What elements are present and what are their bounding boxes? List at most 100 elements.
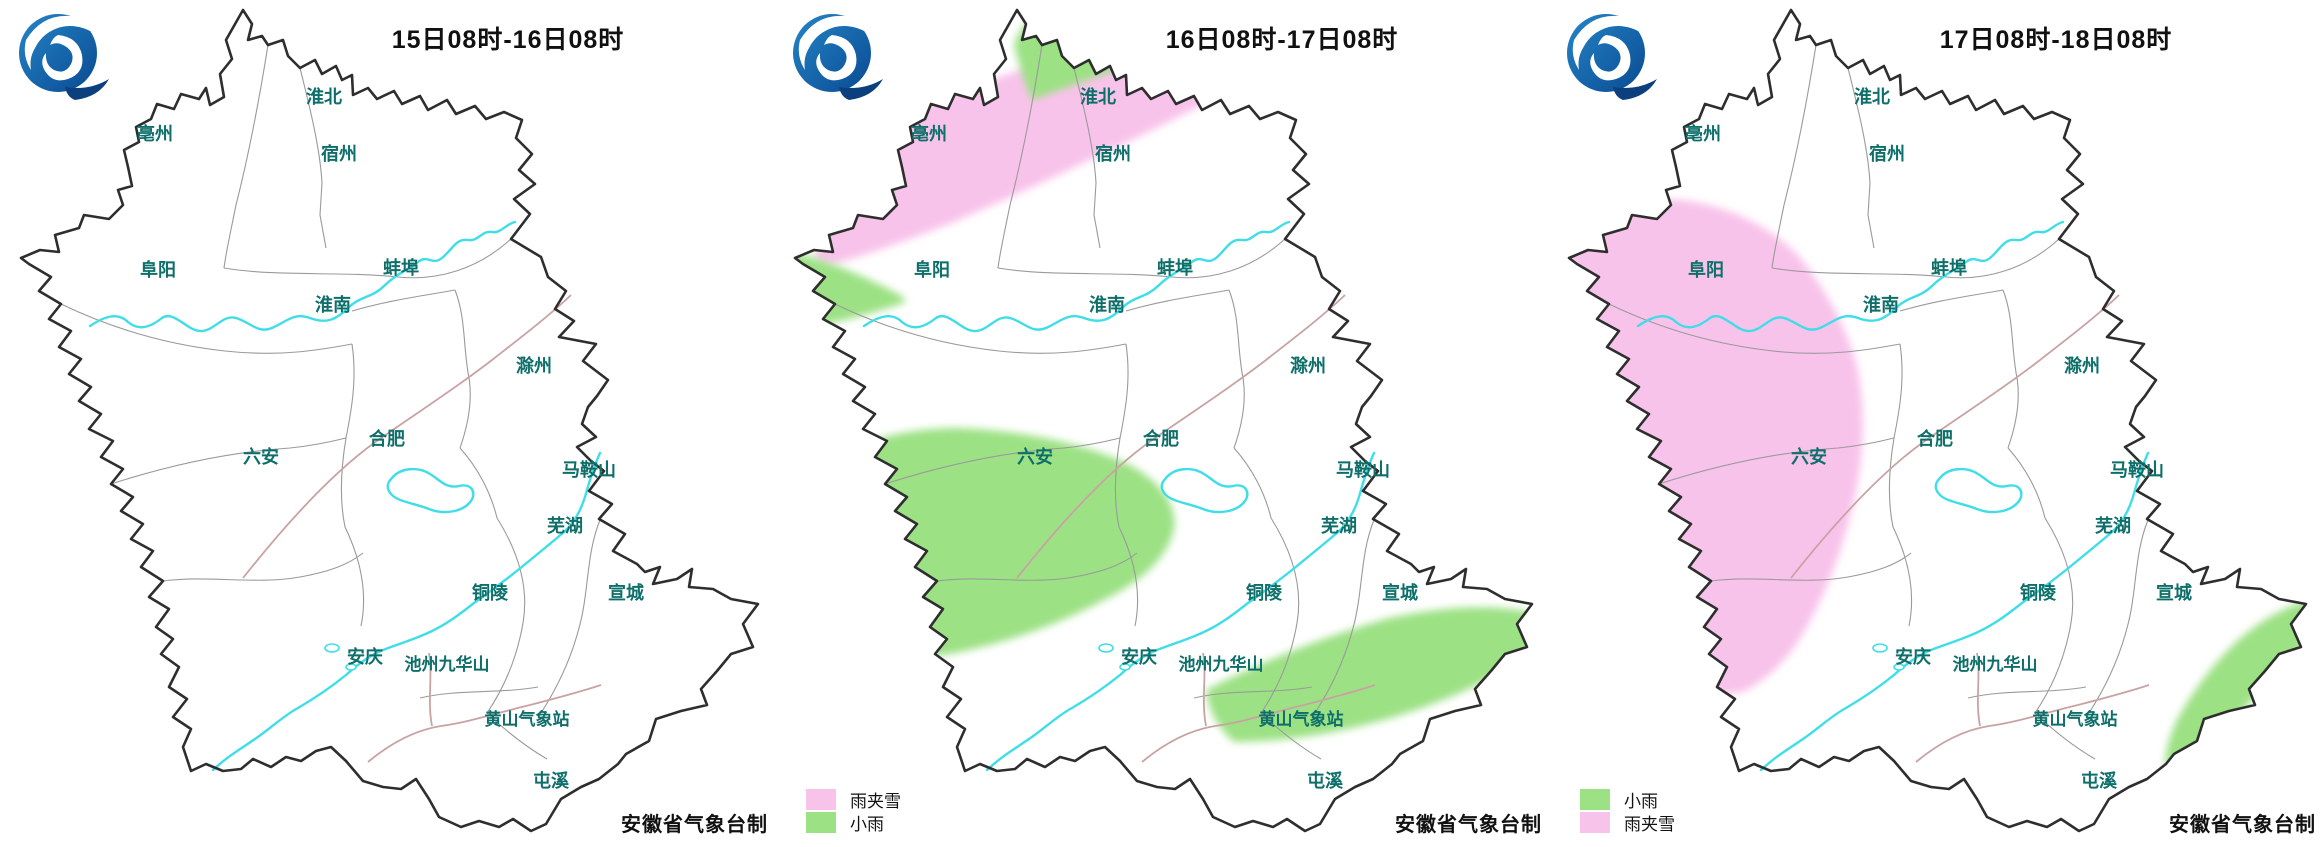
precip-overlays <box>795 10 1532 742</box>
legend-row: 雨夹雪 <box>1580 811 1675 834</box>
panel-title: 16日08时-17日08时 <box>1165 26 1399 54</box>
city-label: 黄山气象站 <box>1259 709 1344 729</box>
city-label: 宿州 <box>1869 143 1905 164</box>
forecast-panel-day2: 淮北亳州宿州阜阳 蚌埠淮南滁州合肥六安马鞍山芜湖铜陵 宣城安庆 池州九华山黄山气象站屯… <box>774 0 1548 847</box>
city-label: 铜陵 <box>2020 582 2057 603</box>
city-label: 六安 <box>1017 446 1053 467</box>
city-label: 淮北 <box>306 86 342 107</box>
city-label: 黄山气象站 <box>485 709 570 729</box>
legend-label: 雨夹雪 <box>1624 815 1675 834</box>
city-label: 马鞍山 <box>1336 459 1390 480</box>
legend-row: 小雨 <box>1580 788 1675 811</box>
city-label: 六安 <box>1791 446 1827 467</box>
prefecture-borders <box>1608 44 2149 760</box>
prefecture-borders <box>834 44 1375 760</box>
city-label: 池州九华山 <box>1179 654 1264 674</box>
city-label: 池州九华山 <box>1953 654 2038 674</box>
forecast-panel-day1: 淮北 亳州 宿州 阜阳 蚌埠 淮南 滁州 合肥 六安 马鞍山 芜湖 铜陵 宣城 安庆 池州九华山 黄山气象站屯… <box>0 0 774 847</box>
city-label: 马鞍山 <box>562 459 616 480</box>
city-label: 合肥 <box>1143 428 1179 449</box>
chaohu-lake <box>1160 467 1249 514</box>
city-label: 蚌埠 <box>1157 257 1193 278</box>
weather-bureau-logo-icon <box>793 14 883 100</box>
agency-credit: 安徽省气象台制 <box>1395 814 1542 836</box>
city-label: 合肥 <box>369 428 405 449</box>
legend-swatch-green <box>1580 789 1610 810</box>
city-label: 亳州 <box>1685 123 1721 144</box>
city-label: 蚌埠 <box>1931 257 1967 278</box>
precip-area-pink <box>815 54 1204 265</box>
small-lake <box>324 643 340 653</box>
weather-bureau-logo-icon <box>1567 14 1657 100</box>
legend-row: 雨夹雪 <box>806 788 901 811</box>
city-label: 滁州 <box>1290 355 1326 376</box>
city-label: 屯溪 <box>533 770 570 791</box>
precip-area-green <box>798 428 1175 656</box>
city-label: 安庆 <box>1121 646 1157 667</box>
city-label: 屯溪 <box>1307 770 1344 791</box>
small-lake <box>345 663 357 671</box>
province-outline <box>1567 8 2308 833</box>
city-label: 蚌埠 <box>383 257 419 278</box>
legend-label: 小雨 <box>1624 792 1658 811</box>
railway-lines <box>1016 294 1376 763</box>
city-label: 淮北 <box>1854 86 1890 107</box>
city-label: 铜陵 <box>472 582 509 603</box>
precip-area-green <box>2165 600 2306 780</box>
city-label: 芜湖 <box>547 515 583 536</box>
small-lake <box>1119 663 1131 671</box>
legend-swatch-green <box>806 812 836 833</box>
city-label: 淮南 <box>1089 294 1125 315</box>
legend-swatch-pink <box>806 789 836 810</box>
chaohu-lake <box>386 467 475 514</box>
city-label: 六安 <box>243 446 279 467</box>
city-label: 阜阳 <box>914 259 950 280</box>
city-label: 合肥 <box>1917 428 1953 449</box>
province-outline <box>19 8 760 833</box>
city-label: 阜阳 <box>140 259 176 280</box>
city-label: 宣城 <box>1382 582 1418 603</box>
city-label: 滁州 <box>516 355 552 376</box>
legend-row: 小雨 <box>806 811 901 834</box>
railway-lines <box>1790 294 2150 763</box>
small-lake <box>1893 663 1905 671</box>
city-label: 宣城 <box>2156 582 2192 603</box>
precip-area-green <box>1206 607 1532 742</box>
prefecture-borders <box>60 44 601 760</box>
weather-bureau-logo-icon <box>19 14 109 100</box>
city-label: 淮南 <box>1863 294 1899 315</box>
city-label: 铜陵 <box>1246 582 1283 603</box>
city-label: 淮南 <box>315 294 351 315</box>
city-label: 池州九华山 <box>405 654 490 674</box>
rivers <box>88 220 602 772</box>
legend-label: 小雨 <box>850 815 884 834</box>
rivers <box>862 220 1376 772</box>
city-label: 滁州 <box>2064 355 2100 376</box>
city-label: 安庆 <box>347 646 383 667</box>
small-lake <box>1872 643 1888 653</box>
city-label: 宿州 <box>1095 143 1131 164</box>
precip-legend: 雨夹雪小雨 <box>806 788 901 834</box>
rivers <box>1636 220 2150 772</box>
city-label: 屯溪 <box>2081 770 2118 791</box>
city-label: 芜湖 <box>2095 515 2131 536</box>
small-lake <box>1098 643 1114 653</box>
precip-legend: 小雨 雨夹雪 <box>1580 788 1675 834</box>
city-label: 宣城 <box>608 582 644 603</box>
forecast-panel-day3: 淮北 亳州 宿州 阜阳 蚌埠 淮南 滁州 合肥 六安 马鞍山 芜湖 铜陵 宣城 安庆 池州九华山 黄山气象站屯… <box>1548 0 2322 847</box>
city-label: 亳州 <box>911 123 947 144</box>
agency-credit: 安徽省气象台制 <box>2169 814 2316 836</box>
city-label: 阜阳 <box>1688 259 1724 280</box>
panel-title: 15日08时-16日08时 <box>391 26 625 54</box>
city-label: 马鞍山 <box>2110 459 2164 480</box>
city-label: 芜湖 <box>1321 515 1357 536</box>
city-label: 淮北 <box>1080 86 1116 107</box>
province-outline <box>793 8 1534 833</box>
